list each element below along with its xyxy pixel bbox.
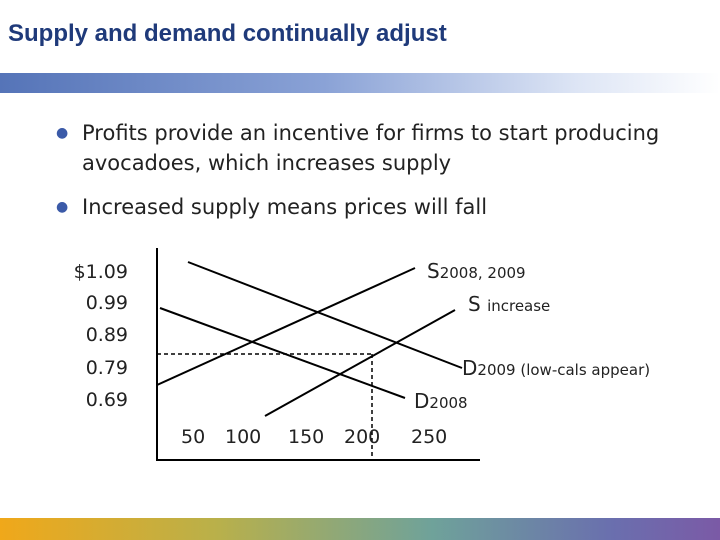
price-label: 0.79	[85, 357, 128, 379]
bullet-item: ● Increased supply means prices will fal…	[56, 192, 696, 222]
demand-curve-2009	[187, 261, 463, 369]
quantity-label: 100	[225, 426, 262, 448]
bullet-marker-icon: ●	[56, 125, 69, 141]
quantity-label: 150	[288, 426, 325, 448]
demand-label-2009: D2009 (low-cals appear)	[462, 356, 650, 380]
price-label: $1.09	[73, 261, 128, 283]
supply-curve-2008-2009	[156, 267, 416, 386]
supply-curve-increase	[264, 309, 456, 417]
demand-2008-year: 2008	[429, 394, 468, 412]
supply-label-2008-2009: S2008, 2009	[427, 259, 526, 283]
supply-label-letter: S	[427, 259, 440, 283]
footer-gradient-bar	[0, 518, 720, 540]
title-gradient-bar	[0, 73, 720, 93]
demand-2009-letter: D	[462, 356, 478, 380]
quantity-label: 50	[181, 426, 206, 448]
price-label: 0.99	[85, 292, 128, 314]
bullet-marker-icon: ●	[56, 199, 69, 215]
bullet-text: Increased supply means prices will fall	[82, 195, 488, 219]
demand-label-2008: D2008	[414, 389, 468, 413]
demand-2008-letter: D	[414, 389, 430, 413]
quantity-label: 200	[344, 426, 381, 448]
price-label: 0.89	[85, 324, 128, 346]
price-label: 0.69	[85, 389, 128, 411]
supply-increase-text: increase	[487, 297, 551, 315]
bullet-text: Profits provide an incentive for firms t…	[82, 121, 660, 175]
supply-increase-letter: S	[468, 292, 481, 316]
slide-title: Supply and demand continually adjust	[8, 20, 447, 47]
quantity-label: 250	[411, 426, 448, 448]
demand-2009-text: 2009 (low-cals appear)	[477, 361, 651, 379]
bullet-list: ● Profits provide an incentive for firms…	[56, 118, 696, 236]
bullet-item: ● Profits provide an incentive for firms…	[56, 118, 696, 178]
supply-label-increase: S increase	[468, 292, 550, 316]
supply-label-years: 2008, 2009	[439, 264, 526, 282]
demand-curve-2008	[159, 307, 406, 399]
